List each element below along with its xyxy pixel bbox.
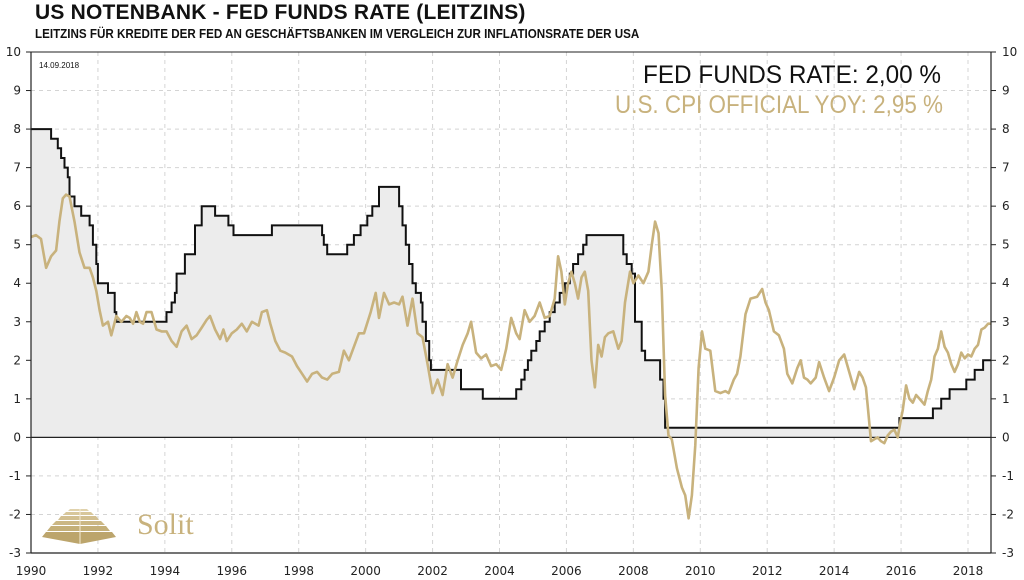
y-tick-label-left: 9 <box>13 84 21 98</box>
x-tick-label: 1998 <box>283 564 314 578</box>
y-tick-label-right: 8 <box>1002 122 1010 136</box>
y-tick-label-left: 2 <box>13 353 21 367</box>
legend-fed-funds-rate: FED FUNDS RATE: 2,00 % <box>643 61 941 89</box>
y-tick-label-right: 10 <box>1002 45 1017 59</box>
date-stamp: 14.09.2018 <box>39 61 80 70</box>
x-tick-label: 1992 <box>83 564 114 578</box>
x-tick-label: 1994 <box>150 564 181 578</box>
y-tick-label-left: -2 <box>9 507 21 521</box>
chart-subtitle: LEITZINS FÜR KREDITE DER FED AN GESCHÄFT… <box>35 27 640 41</box>
y-tick-label-left: 10 <box>6 45 21 59</box>
y-tick-label-left: 7 <box>13 161 21 175</box>
y-tick-label-right: 2 <box>1002 353 1010 367</box>
y-tick-label-left: -3 <box>9 546 21 560</box>
y-tick-label-left: -1 <box>9 469 21 483</box>
y-tick-label-right: 0 <box>1002 430 1010 444</box>
y-tick-label-right: 3 <box>1002 315 1010 329</box>
y-tick-label-right: -3 <box>1002 546 1014 560</box>
y-tick-label-left: 5 <box>13 238 21 252</box>
x-tick-label: 1996 <box>217 564 248 578</box>
y-tick-label-left: 3 <box>13 315 21 329</box>
fed-funds-rate-line <box>31 128 992 429</box>
solit-logo: Solit <box>42 508 194 544</box>
y-tick-label-left: 4 <box>13 276 21 290</box>
y-tick-label-left: 1 <box>13 392 21 406</box>
y-tick-label-left: 6 <box>13 199 21 213</box>
fed-funds-area-fill <box>31 129 992 438</box>
x-tick-label: 2014 <box>819 564 850 578</box>
legend-cpi-yoy: U.S. CPI OFFICIAL YOY: 2,95 % <box>615 91 943 119</box>
chart-title: US NOTENBANK - FED FUNDS RATE (LEITZINS) <box>35 1 526 24</box>
x-tick-label: 2012 <box>752 564 783 578</box>
axes <box>30 51 992 554</box>
y-tick-label-left: 8 <box>13 122 21 136</box>
logo-text: Solit <box>137 508 194 541</box>
y-tick-label-right: 7 <box>1002 161 1010 175</box>
y-tick-label-right: 6 <box>1002 199 1010 213</box>
y-tick-label-right: 4 <box>1002 276 1010 290</box>
x-tick-label: 2018 <box>953 564 984 578</box>
cpi-yoy-line <box>30 193 991 520</box>
y-tick-label-right: -1 <box>1002 469 1014 483</box>
y-tick-label-right: -2 <box>1002 507 1014 521</box>
x-tick-label: 2000 <box>350 564 381 578</box>
pyramid-icon <box>42 509 116 544</box>
y-tick-label-right: 5 <box>1002 238 1010 252</box>
x-tick-label: 2010 <box>685 564 716 578</box>
x-ticks: 1990 1992 1994 1996 1998 2000 2002 2004 2006 2008… <box>16 564 984 578</box>
x-tick-label: 2016 <box>886 564 917 578</box>
x-tick-label: 2004 <box>484 564 515 578</box>
y-tick-label-right: 9 <box>1002 84 1010 98</box>
y-tick-label-right: 1 <box>1002 392 1010 406</box>
x-tick-label: 2006 <box>551 564 582 578</box>
x-tick-label: 1990 <box>16 564 47 578</box>
x-tick-label: 2008 <box>618 564 649 578</box>
y-tick-label-left: 0 <box>13 430 21 444</box>
x-tick-label: 2002 <box>417 564 448 578</box>
